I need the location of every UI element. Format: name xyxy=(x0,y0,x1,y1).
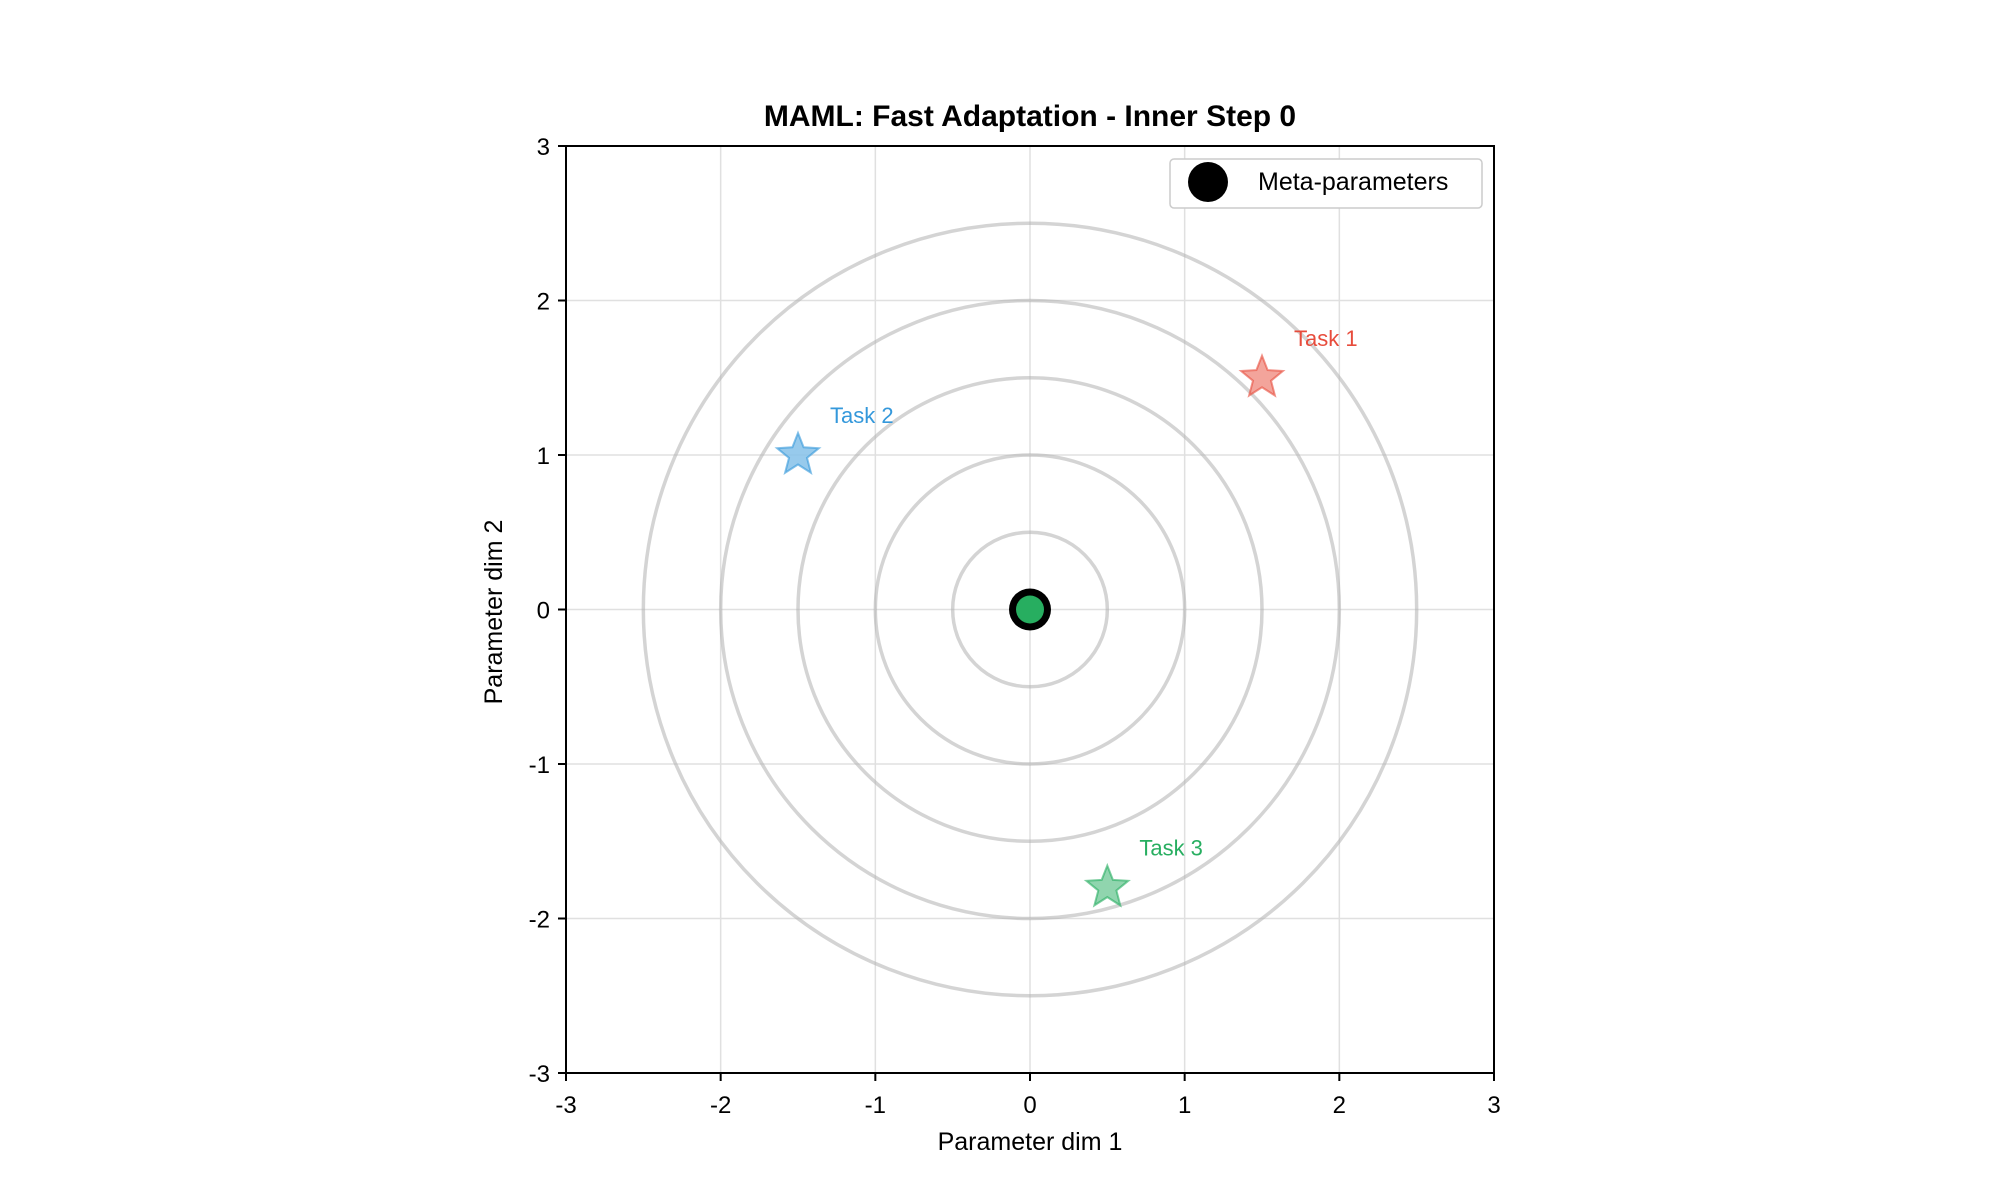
y-tick-label: 0 xyxy=(537,598,550,625)
contour-ring xyxy=(641,221,1419,998)
legend-label-meta-parameters: Meta-parameters xyxy=(1258,168,1448,196)
task-1-star xyxy=(1238,353,1286,398)
y-tick-label: -3 xyxy=(529,1061,550,1088)
x-tick-label: 2 xyxy=(1333,1092,1346,1119)
legend: Meta-parameters xyxy=(1169,158,1483,209)
task-3-label: Task 3 xyxy=(1139,836,1203,861)
legend-box xyxy=(1169,158,1483,209)
x-tick-label: 3 xyxy=(1487,1092,1500,1119)
meta-parameters-inner-marker xyxy=(1016,595,1044,624)
task-2-label: Task 2 xyxy=(830,403,894,428)
y-tick-label: 2 xyxy=(537,289,550,316)
chart-title: MAML: Fast Adaptation - Inner Step 0 xyxy=(764,100,1296,133)
contour-ring xyxy=(950,530,1110,689)
x-tick-label: -3 xyxy=(555,1092,576,1119)
contour-ring xyxy=(873,453,1187,766)
markers: Task 1 Task 2 Task 3 xyxy=(774,326,1358,908)
x-tick-label: 0 xyxy=(1023,1092,1036,1119)
x-tick-label: -2 xyxy=(710,1092,731,1119)
x-axis-ticks: -3 -2 -1 0 1 2 3 xyxy=(555,1073,1501,1119)
y-axis-ticks: -3 -2 -1 0 1 2 3 xyxy=(529,134,566,1088)
y-tick-label: 3 xyxy=(537,134,550,161)
legend-marker-meta-parameters xyxy=(1188,162,1228,202)
task-3-star xyxy=(1083,862,1131,908)
task-1-label: Task 1 xyxy=(1294,326,1358,351)
contour-ring xyxy=(796,376,1264,843)
plot-area: Task 1 Task 2 Task 3 xyxy=(565,145,1495,1074)
contour-ring xyxy=(718,298,1342,921)
y-tick-label: -1 xyxy=(529,752,550,779)
x-tick-label: -1 xyxy=(865,1092,886,1119)
y-axis-label: Parameter dim 2 xyxy=(480,520,508,705)
y-tick-label: 1 xyxy=(537,443,550,470)
task-2-star xyxy=(774,430,822,476)
loss-contours xyxy=(641,221,1419,998)
x-axis-label: Parameter dim 1 xyxy=(938,1128,1123,1156)
y-tick-label: -2 xyxy=(529,907,550,934)
x-tick-label: 1 xyxy=(1178,1092,1191,1119)
